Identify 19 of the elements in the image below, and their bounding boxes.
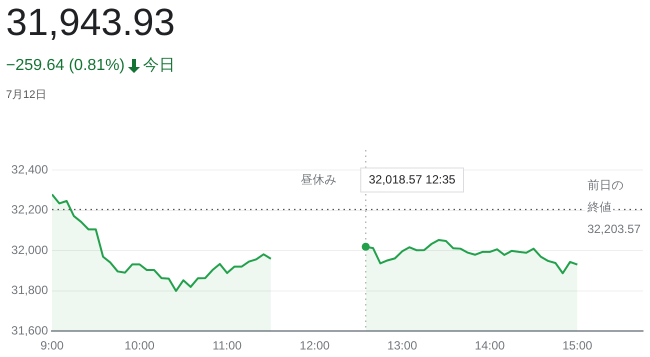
y-tick-label: 32,400 [11, 162, 48, 176]
x-tick-label: 15:00 [562, 338, 593, 353]
y-tick-label: 31,800 [11, 283, 48, 298]
annotation: 昼休み [300, 172, 337, 186]
x-tick-label: 10:00 [124, 338, 155, 353]
annotation: 32,018.57 12:35 [368, 172, 456, 186]
x-tick-label: 12:00 [300, 338, 330, 353]
text: 今日 [142, 56, 175, 76]
chart-title: 31,943.93 [6, 2, 176, 45]
x-tick-label: 11:00 [212, 338, 242, 353]
ref-line-label: 前日の終値 32,203.57 [586, 178, 642, 236]
y-tick-label: 32,200 [11, 202, 48, 217]
x-tick-label: 13:00 [387, 338, 418, 353]
x-tick-label: 9:00 [40, 338, 64, 353]
x-tick-label: 14:00 [474, 338, 506, 353]
chart-subtitle: −259.64 (0.81%) [6, 56, 125, 74]
text: 7月12日 [6, 88, 46, 102]
y-tick-label: 32,000 [11, 242, 48, 257]
y-tick-label: 31,600 [11, 323, 48, 338]
